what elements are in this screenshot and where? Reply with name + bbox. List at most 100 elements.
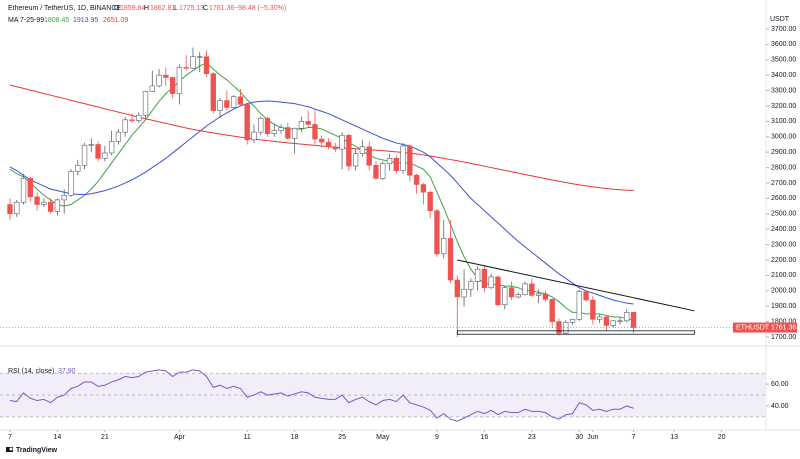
logo-mark xyxy=(6,447,13,452)
candle-body xyxy=(413,174,420,185)
candle-body xyxy=(291,127,298,139)
candle-body xyxy=(264,117,271,134)
candle-body xyxy=(407,145,413,176)
candle-body xyxy=(197,56,203,58)
y-tick-label: 1900.00 xyxy=(771,303,796,310)
x-tick-label: Jun xyxy=(587,434,598,441)
candle-body xyxy=(271,130,277,134)
ohlc-value: 1725.13 xyxy=(179,5,204,12)
y-tick-label: 2200.00 xyxy=(771,257,796,264)
symbol-label: ETHUSDT xyxy=(736,324,770,331)
candle-body xyxy=(54,199,61,212)
candle-body xyxy=(332,146,338,150)
candle-body xyxy=(224,100,230,108)
candle-body xyxy=(95,144,101,159)
candle-body xyxy=(603,316,610,326)
candle-body xyxy=(610,320,616,326)
candle-body xyxy=(41,201,47,205)
candle-body xyxy=(468,281,474,290)
candle-body xyxy=(68,171,74,196)
candle-body xyxy=(176,67,183,94)
price-label-bg xyxy=(733,322,797,333)
rsi-line xyxy=(9,369,634,422)
y-tick-label: 60.00 xyxy=(771,381,789,388)
ohlc-value: 1859.84 xyxy=(120,5,145,12)
y-tick-label: 2900.00 xyxy=(771,149,796,156)
candle-body xyxy=(14,201,20,215)
candle-body xyxy=(488,276,494,289)
rsi-value: 37.90 xyxy=(58,368,76,375)
y-tick-label: 3000.00 xyxy=(771,134,796,141)
candle-body xyxy=(81,144,88,166)
x-tick-label: 30 xyxy=(575,434,583,441)
x-tick-label: 9 xyxy=(435,434,439,441)
y-tick-label: 2600.00 xyxy=(771,195,796,202)
candle-body xyxy=(7,204,13,215)
ma-value: 2651.09 xyxy=(103,17,128,24)
change: −98.48 (−5.30%) xyxy=(234,5,286,12)
candle-body xyxy=(312,124,318,140)
y-tick-label: 3200.00 xyxy=(771,103,796,110)
candle-body xyxy=(102,152,108,159)
x-tick-label: 16 xyxy=(481,434,489,441)
candle-body xyxy=(522,283,528,295)
x-tick-label: 13 xyxy=(670,434,678,441)
x-tick-label: 18 xyxy=(291,434,299,441)
x-tick-label: 25 xyxy=(338,434,346,441)
ma-line xyxy=(9,100,634,305)
y-tick-label: 3700.00 xyxy=(771,26,796,33)
candle-body xyxy=(298,121,305,129)
candle-body xyxy=(129,119,135,121)
candle-body xyxy=(210,73,216,111)
y-tick-label: 3500.00 xyxy=(771,57,796,64)
chart-title: Ethereum / TetherUS, 1D, BINANCE xyxy=(8,5,121,12)
ohlc-label: L xyxy=(174,5,178,12)
plot: 1700.00 1800.00 1900.00 2000.00 2100.00 2200.… xyxy=(0,26,797,441)
candle-body xyxy=(373,164,379,179)
candle-body xyxy=(474,268,481,282)
candle-body xyxy=(47,201,54,212)
x-tick-label: May xyxy=(376,434,390,441)
x-tick-label: 20 xyxy=(718,434,726,441)
candle-body xyxy=(434,210,440,255)
candle-body xyxy=(142,91,149,116)
candle-body xyxy=(325,141,332,148)
candle-body xyxy=(596,316,603,320)
candle-body xyxy=(427,191,433,211)
rsi-title: RSI (14, close) xyxy=(8,368,54,375)
ma-value: 1913.95 xyxy=(73,17,98,24)
ohlc-label: H xyxy=(144,5,149,12)
logo xyxy=(6,447,13,452)
candle-body xyxy=(441,238,447,255)
candle-body xyxy=(136,114,142,121)
y-tick-label: 2700.00 xyxy=(771,180,796,187)
y-tick-label: 3400.00 xyxy=(771,72,796,79)
candle-body xyxy=(495,276,501,305)
candle-body xyxy=(569,318,576,323)
candle-body xyxy=(508,287,515,298)
candle-body xyxy=(630,312,637,328)
candle-body xyxy=(278,127,284,131)
candle-body xyxy=(163,74,169,78)
candle-body xyxy=(183,67,189,69)
candle-body xyxy=(285,127,291,139)
candle-body xyxy=(359,146,366,155)
ma-value: 1808.45 xyxy=(44,17,69,24)
candle-body xyxy=(339,134,345,150)
candle-body xyxy=(237,96,244,105)
candle-body xyxy=(447,238,454,281)
x-tick-label: 14 xyxy=(54,434,62,441)
candle-body xyxy=(88,144,94,146)
candle-body xyxy=(454,279,460,298)
y-tick-label: 2400.00 xyxy=(771,226,796,233)
candle-body xyxy=(617,320,623,322)
candle-body xyxy=(481,268,488,289)
y-tick-label: 1700.00 xyxy=(771,334,796,341)
candle-body xyxy=(251,131,257,141)
candle-body xyxy=(515,294,521,298)
y-tick-label: 40.00 xyxy=(771,403,789,410)
candle-body xyxy=(190,56,196,69)
candle-body xyxy=(319,138,325,143)
x-tick-label: 23 xyxy=(528,434,536,441)
